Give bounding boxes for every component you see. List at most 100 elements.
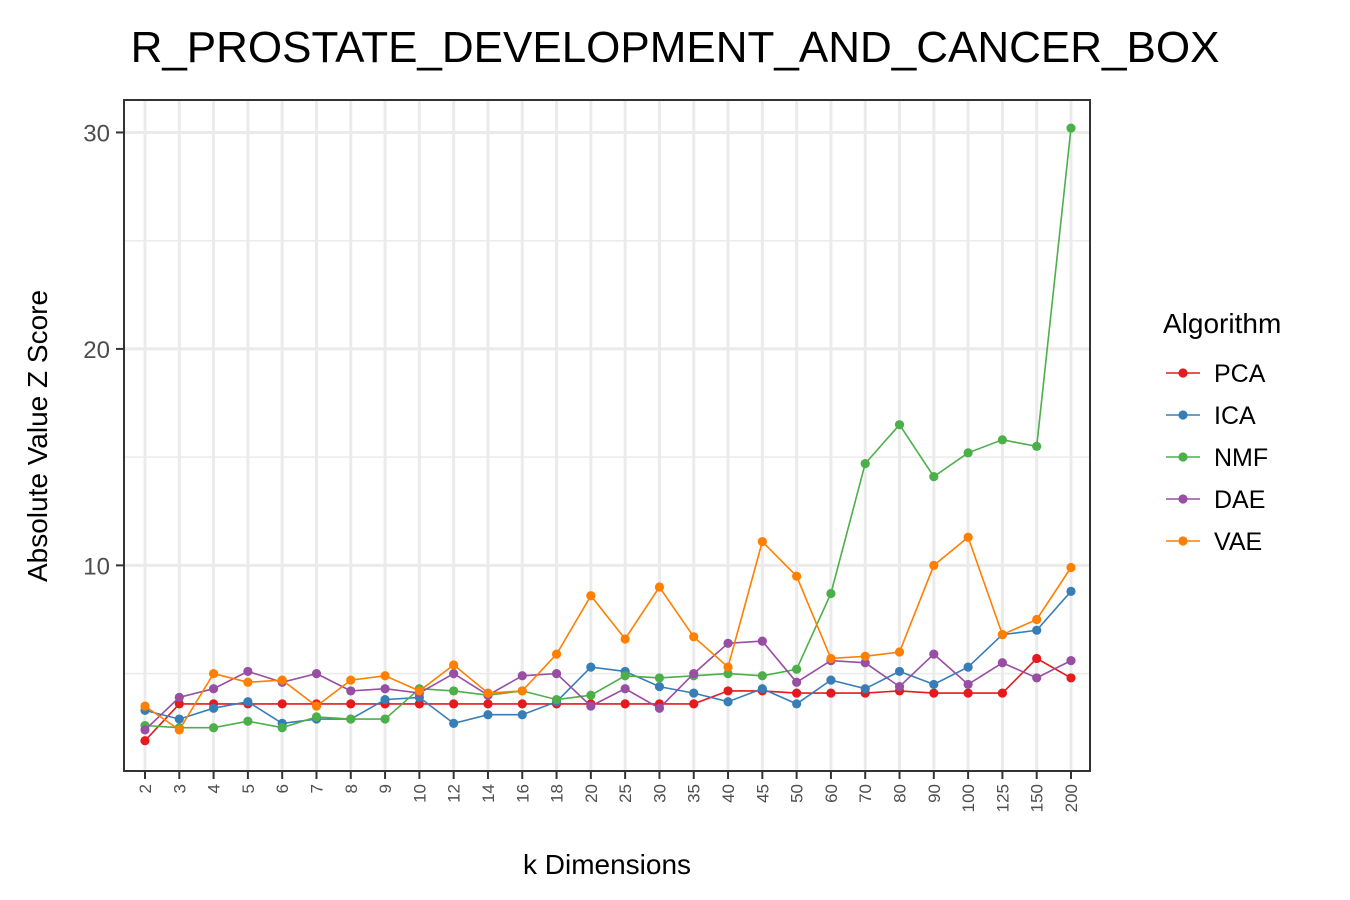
data-point-dae (380, 684, 390, 694)
x-tick-label: 45 (753, 784, 772, 803)
data-point-nmf (654, 673, 665, 683)
data-point-ica (243, 697, 253, 707)
data-point-dae (894, 681, 905, 692)
data-point-pca (963, 688, 973, 698)
y-tick-label: 10 (83, 553, 110, 580)
x-tick-label: 7 (307, 784, 326, 793)
data-point-pca (140, 736, 150, 746)
data-point-pca (792, 688, 802, 698)
data-point-nmf (963, 448, 973, 458)
x-tick-label: 70 (856, 784, 875, 803)
data-point-vae (140, 701, 150, 711)
y-tick-label: 20 (83, 337, 110, 364)
data-point-nmf (757, 671, 767, 681)
legend-item-pca: PCA (1166, 360, 1266, 388)
data-point-dae (208, 684, 219, 694)
data-point-vae (894, 647, 905, 657)
data-point-dae (449, 668, 459, 679)
data-point-ica (449, 718, 459, 728)
data-point-nmf (243, 716, 253, 726)
x-tick-label: 9 (376, 784, 395, 793)
data-point-vae (174, 725, 184, 735)
data-point-vae (414, 686, 424, 696)
data-point-pca (414, 699, 424, 709)
data-point-ica (963, 662, 973, 672)
data-point-ica (208, 703, 219, 713)
data-point-dae (1066, 656, 1076, 666)
data-point-ica (723, 697, 733, 707)
data-point-ica (860, 684, 870, 694)
data-point-vae (551, 649, 562, 659)
data-point-nmf (1066, 123, 1076, 133)
data-point-dae (174, 692, 184, 703)
data-point-pca (346, 699, 356, 709)
data-point-vae (277, 675, 287, 685)
x-tick-label: 40 (719, 784, 738, 803)
legend-label-vae: VAE (1214, 528, 1262, 556)
data-point-ica (586, 662, 596, 672)
x-tick-label: 6 (273, 784, 292, 793)
data-point-vae (689, 632, 699, 642)
x-tick-label: 100 (959, 784, 978, 812)
data-point-dae (586, 701, 596, 711)
data-point-ica (1066, 586, 1076, 596)
data-point-vae (517, 686, 527, 696)
legend-item-nmf: NMF (1166, 444, 1268, 472)
data-point-dae (346, 686, 356, 696)
data-point-ica (826, 675, 836, 685)
data-point-dae (860, 658, 870, 668)
data-point-dae (997, 658, 1008, 668)
data-point-vae (654, 582, 665, 592)
data-point-nmf (792, 664, 802, 674)
data-point-ica (757, 684, 767, 694)
data-point-vae (311, 701, 322, 711)
data-point-pca (1066, 673, 1076, 683)
x-tick-label: 25 (616, 784, 635, 803)
data-point-pca (929, 688, 939, 698)
data-point-dae (517, 671, 527, 681)
data-point-vae (963, 532, 973, 542)
x-tick-label: 16 (513, 784, 532, 803)
chart-title: R_PROSTATE_DEVELOPMENT_AND_CANCER_BOX (131, 23, 1220, 72)
legend-swatch-pca (1178, 368, 1188, 378)
legend-label-nmf: NMF (1214, 444, 1268, 472)
data-point-nmf (723, 668, 733, 679)
x-tick-label: 30 (650, 784, 669, 803)
series-dae (140, 636, 1076, 735)
data-point-dae (1032, 673, 1042, 683)
data-point-dae (929, 649, 939, 659)
data-point-dae (620, 684, 630, 694)
legend-swatch-dae (1178, 494, 1188, 504)
data-point-nmf (1032, 441, 1042, 451)
grid-layer (124, 100, 1090, 771)
x-tick-label: 18 (548, 784, 567, 803)
x-tick-label: 10 (410, 784, 429, 803)
legend-label-ica: ICA (1214, 402, 1256, 430)
data-point-nmf (586, 690, 596, 700)
series-line-dae (144, 640, 1072, 731)
x-tick-label: 60 (822, 784, 841, 803)
data-point-dae (551, 668, 562, 679)
data-point-pca (517, 699, 527, 709)
data-point-nmf (929, 472, 939, 482)
legend-label-pca: PCA (1214, 360, 1266, 388)
x-tick-label: 150 (1028, 784, 1047, 812)
data-point-pca (277, 699, 287, 709)
data-point-vae (483, 688, 493, 698)
data-point-dae (311, 668, 322, 679)
series-line-vae (144, 535, 1072, 732)
data-point-vae (723, 662, 733, 672)
data-point-ica (929, 679, 939, 690)
x-tick-label: 12 (445, 784, 464, 803)
data-point-nmf (208, 723, 219, 733)
data-point-vae (243, 677, 253, 687)
x-tick-label: 3 (170, 784, 189, 793)
data-point-pca (449, 699, 459, 709)
data-point-pca (723, 686, 733, 696)
data-point-nmf (894, 420, 905, 430)
x-tick-label: 8 (342, 784, 361, 793)
y-tick-label: 30 (83, 120, 110, 147)
